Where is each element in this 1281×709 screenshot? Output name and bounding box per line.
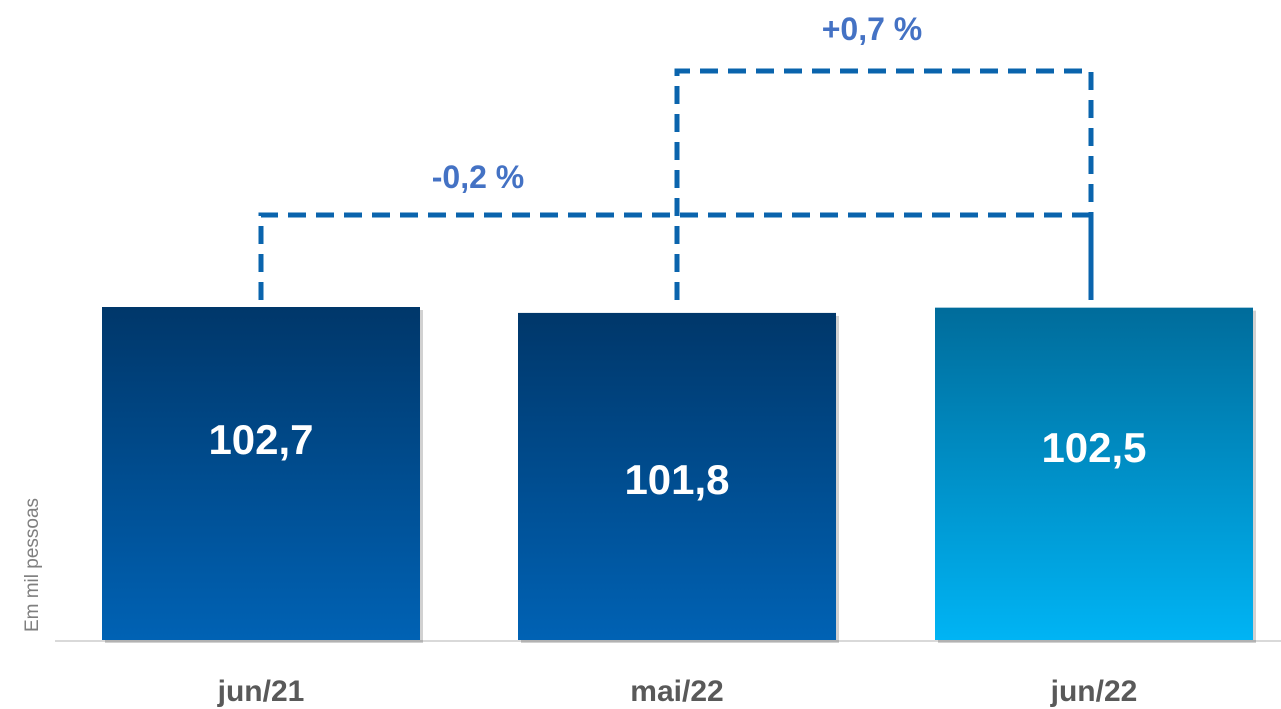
y-axis-label: Em mil pessoas	[22, 498, 43, 632]
comparison-percent-label: -0,2 %	[432, 159, 524, 195]
bar-mai-22	[518, 312, 836, 640]
comparison-connector	[674, 68, 1094, 300]
bar-jun-21	[102, 307, 420, 640]
connectors-layer: -0,2 % +0,7 %	[258, 11, 1094, 300]
bar-value-label: 102,5	[1041, 424, 1146, 471]
labels-layer: 102,7 jun/21 101,8 mai/22 102,5 jun/22	[208, 416, 1146, 708]
category-label: jun/21	[217, 675, 305, 708]
bar-jun-22	[935, 307, 1253, 640]
bars-layer	[102, 307, 1256, 643]
bar-value-label: 101,8	[624, 456, 729, 503]
category-label: mai/22	[630, 675, 723, 708]
category-label: jun/22	[1050, 675, 1138, 708]
bar-value-label: 102,7	[208, 416, 313, 463]
comparison-percent-label: +0,7 %	[822, 11, 923, 47]
